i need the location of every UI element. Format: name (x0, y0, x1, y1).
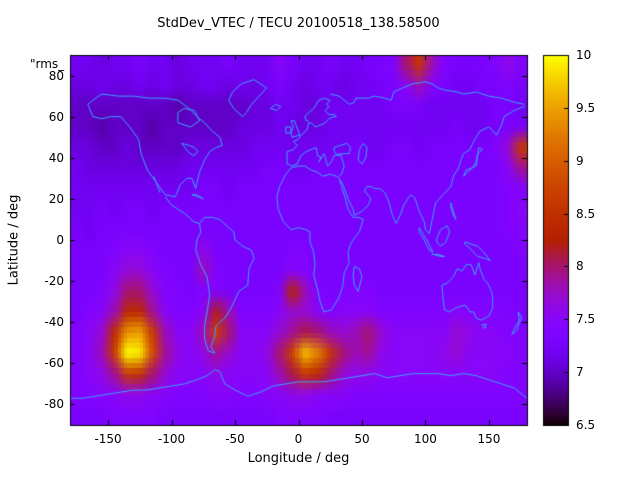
colorbar-tick-label: 9.5 (576, 100, 596, 115)
y-tick-label: 60 (48, 109, 64, 124)
colorbar-tick-label: 6.5 (576, 418, 596, 432)
x-tick-label: 0 (294, 432, 303, 446)
corner-label: "rms_ (30, 57, 65, 71)
y-tick-label: -20 (44, 274, 64, 289)
y-tick-label: -40 (44, 315, 64, 330)
x-axis-label: Longitude / deg (247, 451, 350, 466)
x-tick-label: -100 (157, 432, 186, 446)
x-tick-label: -50 (225, 432, 245, 446)
y-tick-label: 80 (48, 68, 64, 83)
y-tick-label: 0 (56, 233, 64, 247)
colorbar-tick-label: 9 (576, 153, 584, 168)
y-tick-label: 20 (48, 191, 64, 206)
y-tick-label: -80 (44, 397, 64, 412)
x-tick-label: 150 (477, 432, 501, 446)
colorbar-tick-label: 7.5 (576, 312, 596, 327)
colorbar-tick-label: 8.5 (576, 206, 596, 221)
y-tick-label: 40 (48, 150, 64, 165)
y-tick-label: -60 (44, 356, 64, 371)
colorbar-tick-label: 7 (576, 365, 584, 380)
colorbar-tick-label: 10 (576, 48, 592, 62)
colorbar-tick-label: 8 (576, 259, 584, 274)
x-tick-label: 50 (354, 432, 370, 446)
chart-title: StdDev_VTEC / TECU 20100518_138.58500 (157, 16, 440, 31)
y-axis-label: Latitude / deg (6, 194, 22, 286)
x-tick-label: 100 (413, 432, 437, 446)
x-tick-label: -150 (94, 432, 122, 446)
